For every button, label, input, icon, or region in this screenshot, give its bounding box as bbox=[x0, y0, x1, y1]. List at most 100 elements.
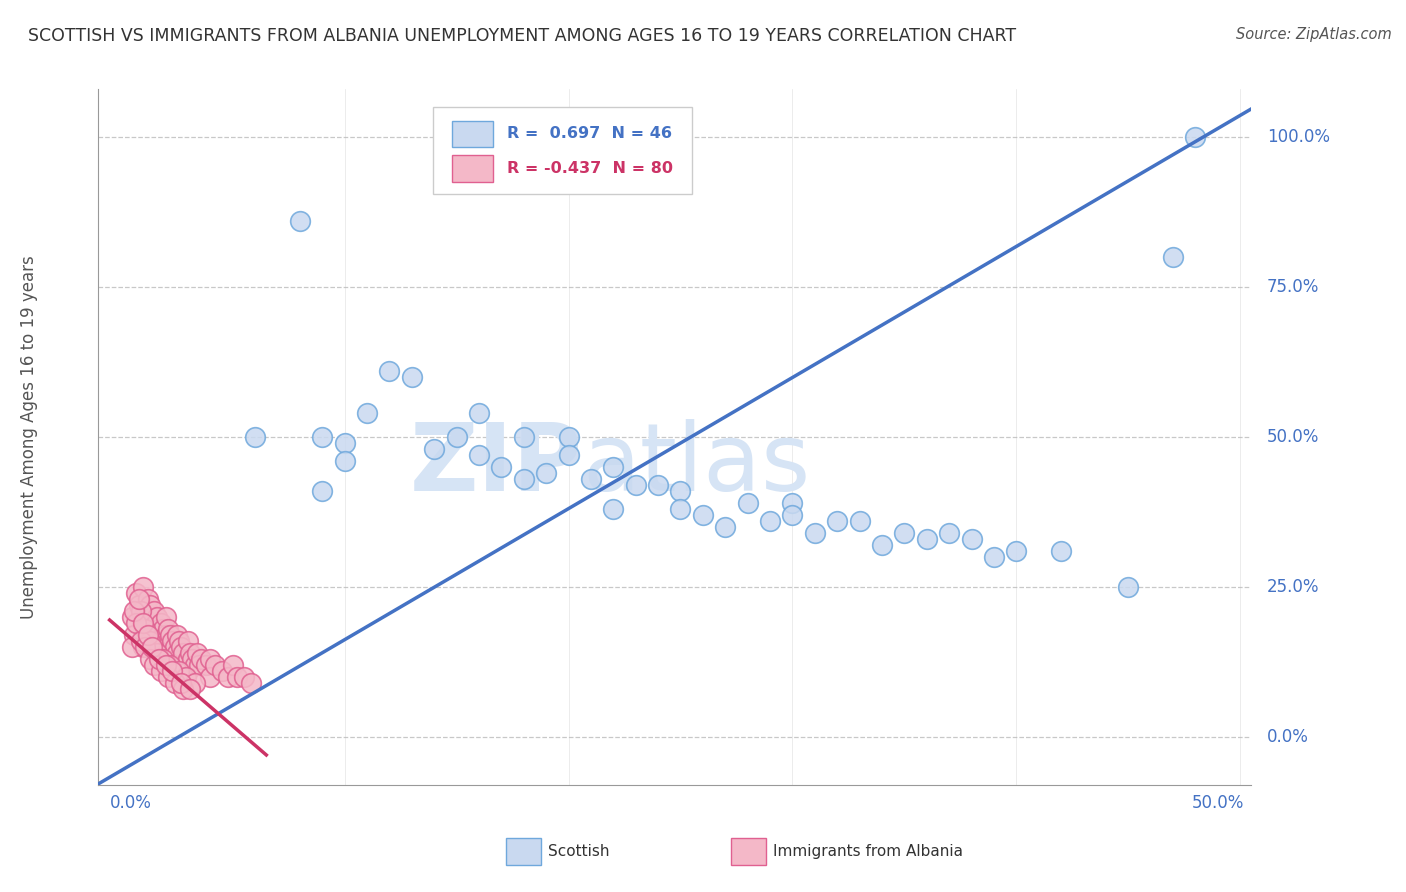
Point bbox=[143, 604, 166, 618]
Point bbox=[163, 676, 186, 690]
Point bbox=[155, 610, 177, 624]
Point bbox=[186, 646, 208, 660]
Point bbox=[177, 634, 200, 648]
Text: Source: ZipAtlas.com: Source: ZipAtlas.com bbox=[1236, 27, 1392, 42]
Point bbox=[139, 598, 162, 612]
Point bbox=[624, 478, 647, 492]
Point bbox=[152, 622, 174, 636]
Point bbox=[174, 670, 197, 684]
Point bbox=[915, 532, 938, 546]
Point bbox=[156, 622, 179, 636]
Point bbox=[141, 615, 163, 630]
Point bbox=[159, 658, 181, 673]
Point bbox=[166, 646, 188, 660]
Point bbox=[163, 640, 186, 654]
Point bbox=[183, 676, 205, 690]
Point bbox=[983, 549, 1005, 564]
Point bbox=[139, 634, 162, 648]
Text: 100.0%: 100.0% bbox=[1267, 128, 1330, 146]
Point bbox=[356, 406, 378, 420]
Text: R = -0.437  N = 80: R = -0.437 N = 80 bbox=[506, 161, 672, 176]
Point bbox=[167, 634, 190, 648]
Point bbox=[167, 664, 190, 678]
Point bbox=[177, 664, 200, 678]
Point bbox=[825, 514, 848, 528]
Point bbox=[870, 538, 893, 552]
Text: Scottish: Scottish bbox=[548, 845, 610, 859]
Point bbox=[125, 615, 148, 630]
Point bbox=[166, 628, 188, 642]
Text: SCOTTISH VS IMMIGRANTS FROM ALBANIA UNEMPLOYMENT AMONG AGES 16 TO 19 YEARS CORRE: SCOTTISH VS IMMIGRANTS FROM ALBANIA UNEM… bbox=[28, 27, 1017, 45]
Point bbox=[129, 604, 152, 618]
Point bbox=[122, 628, 145, 642]
Point bbox=[143, 658, 166, 673]
Point bbox=[132, 610, 155, 624]
Text: Immigrants from Albania: Immigrants from Albania bbox=[773, 845, 963, 859]
Point bbox=[1184, 130, 1206, 145]
Point bbox=[491, 460, 513, 475]
Point bbox=[468, 448, 491, 462]
Point bbox=[226, 670, 249, 684]
Point bbox=[782, 496, 804, 510]
Point bbox=[311, 484, 333, 499]
Point bbox=[132, 580, 155, 594]
Point bbox=[121, 640, 143, 654]
Point bbox=[401, 370, 423, 384]
Point bbox=[239, 676, 262, 690]
Point bbox=[333, 436, 356, 450]
Point bbox=[669, 484, 692, 499]
Point bbox=[150, 664, 173, 678]
FancyBboxPatch shape bbox=[453, 120, 492, 147]
Point bbox=[557, 448, 579, 462]
Point bbox=[602, 502, 624, 516]
Point bbox=[179, 681, 201, 696]
Point bbox=[150, 634, 173, 648]
Point bbox=[188, 658, 211, 673]
Text: ZIP: ZIP bbox=[409, 419, 582, 511]
Text: 25.0%: 25.0% bbox=[1267, 578, 1319, 596]
Point bbox=[468, 406, 491, 420]
Point bbox=[136, 610, 159, 624]
FancyBboxPatch shape bbox=[433, 106, 692, 194]
Point bbox=[183, 658, 205, 673]
Point bbox=[893, 526, 915, 541]
Point bbox=[243, 430, 266, 444]
Point bbox=[217, 670, 239, 684]
Point bbox=[148, 640, 170, 654]
Point bbox=[181, 652, 204, 666]
Point bbox=[232, 670, 254, 684]
Point bbox=[333, 454, 356, 468]
Point bbox=[513, 472, 536, 486]
Point bbox=[132, 640, 155, 654]
Point bbox=[128, 592, 150, 607]
Point bbox=[156, 670, 179, 684]
Point bbox=[150, 615, 173, 630]
Point bbox=[513, 430, 536, 444]
Text: atlas: atlas bbox=[582, 419, 811, 511]
Point bbox=[804, 526, 827, 541]
Point bbox=[1161, 250, 1184, 264]
Point bbox=[155, 658, 177, 673]
Point bbox=[145, 646, 167, 660]
Point bbox=[1116, 580, 1139, 594]
Point bbox=[222, 658, 245, 673]
Point bbox=[134, 622, 156, 636]
Point bbox=[602, 460, 624, 475]
Text: Unemployment Among Ages 16 to 19 years: Unemployment Among Ages 16 to 19 years bbox=[20, 255, 38, 619]
Point bbox=[145, 610, 167, 624]
Point bbox=[200, 652, 222, 666]
Point bbox=[782, 508, 804, 522]
Point bbox=[173, 646, 195, 660]
Point bbox=[179, 646, 201, 660]
Point bbox=[134, 640, 156, 654]
Point bbox=[148, 652, 170, 666]
Point bbox=[121, 610, 143, 624]
Point bbox=[141, 640, 163, 654]
Point bbox=[960, 532, 983, 546]
Point bbox=[170, 676, 193, 690]
Text: 0.0%: 0.0% bbox=[110, 794, 152, 812]
Point bbox=[125, 586, 148, 600]
Point bbox=[136, 592, 159, 607]
Point bbox=[155, 628, 177, 642]
Point bbox=[938, 526, 960, 541]
